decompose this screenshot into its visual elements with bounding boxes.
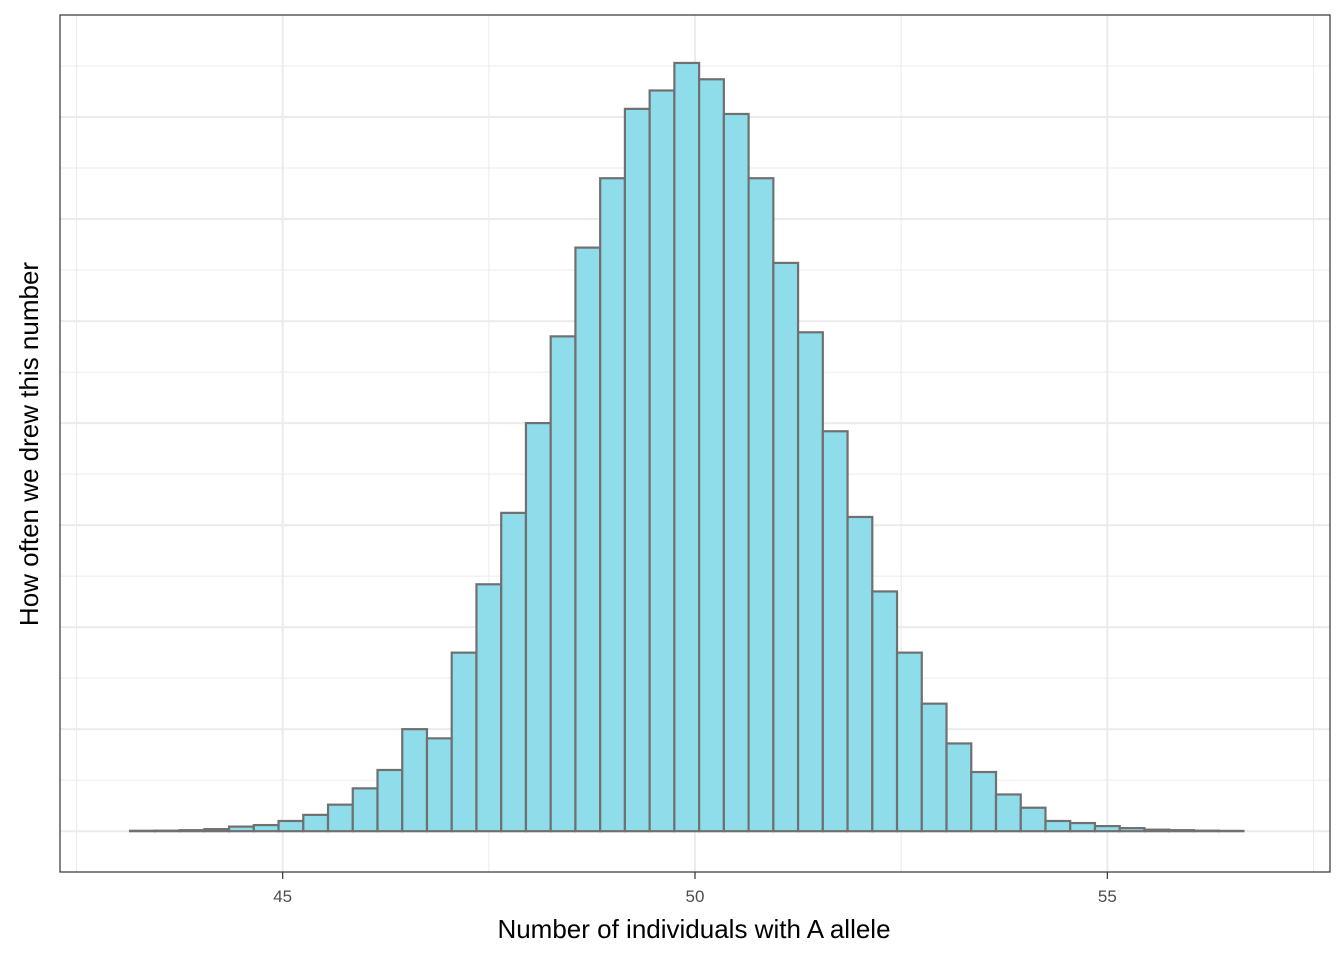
histogram-bar [1093, 824, 1121, 833]
histogram-bar [302, 813, 330, 833]
histogram-bar [871, 590, 899, 833]
histogram-bar [920, 702, 948, 833]
x-axis-title: Number of individuals with A allele [497, 914, 890, 944]
histogram-bar [500, 511, 528, 833]
histogram-bar [326, 803, 354, 833]
histogram-bar [895, 651, 923, 833]
histogram-bar [1044, 819, 1072, 833]
histogram-bar [376, 768, 404, 833]
x-axis-tick-label: 50 [686, 887, 705, 906]
x-axis-tick-label: 45 [273, 887, 292, 906]
histogram-bar [524, 421, 552, 833]
histogram-bar [450, 651, 478, 833]
histogram-bar [351, 787, 379, 833]
histogram-bar [772, 261, 800, 833]
histogram-bar [153, 829, 181, 833]
histogram-bar [994, 793, 1022, 833]
histogram-bars [128, 61, 1245, 833]
histogram-bar [673, 61, 701, 833]
histogram-bar [648, 89, 676, 833]
histogram-bar [599, 177, 627, 833]
histogram-bar [475, 583, 503, 833]
histogram-bar [178, 829, 206, 833]
histogram-bar [747, 177, 775, 833]
x-axis-ticks [282, 872, 1108, 879]
histogram-bar [796, 331, 824, 833]
histogram-bar [549, 335, 577, 833]
histogram-bar [574, 246, 602, 833]
histogram-bar [1168, 829, 1196, 833]
histogram-bar [1192, 829, 1220, 833]
histogram-bar [277, 819, 305, 833]
histogram-bar [1118, 827, 1146, 833]
x-axis-tick-labels: 45 50 55 [273, 887, 1117, 906]
histogram-bar [846, 515, 874, 833]
histogram-bar [252, 823, 280, 833]
histogram-bar [698, 78, 725, 833]
histogram-bar [970, 770, 998, 833]
histogram-bar [425, 737, 453, 833]
histogram-bar [821, 430, 849, 833]
histogram-bar [722, 112, 750, 833]
histogram-bar [623, 107, 651, 833]
x-axis-tick-label: 55 [1098, 887, 1117, 906]
histogram-bar [203, 828, 231, 833]
histogram-bar [945, 742, 973, 833]
histogram-bar [1069, 821, 1097, 833]
histogram-bar [401, 728, 429, 833]
histogram-bar [227, 825, 255, 833]
histogram-bar [1019, 806, 1047, 833]
y-axis-title: How often we drew this number [14, 262, 44, 627]
histogram-bar [1143, 828, 1171, 833]
